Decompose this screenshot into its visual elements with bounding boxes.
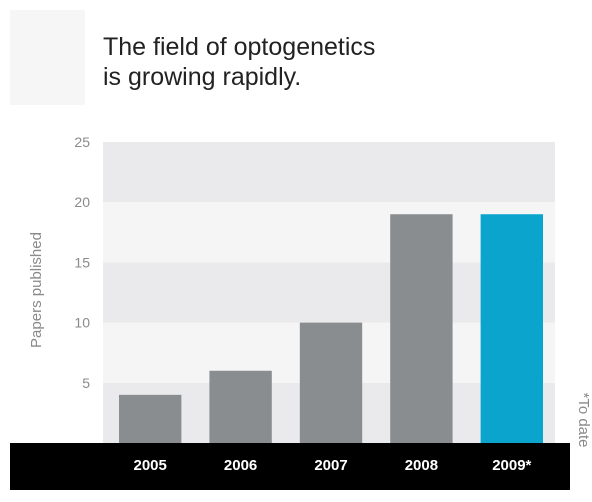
y-tick-label: 25	[74, 134, 90, 150]
grid-band	[103, 202, 555, 263]
x-category-label: 2008	[405, 457, 438, 474]
x-category-label: 2005	[134, 457, 167, 474]
y-tick-label: 15	[74, 254, 90, 270]
bar-2005	[119, 394, 182, 443]
chart-title-line-2: is growing rapidly.	[103, 63, 301, 91]
bar-2007	[299, 322, 363, 443]
y-axis-ticks: 5 10 15 20 25	[74, 134, 90, 391]
x-category-label: 2007	[314, 457, 347, 474]
y-axis-label: Papers published	[28, 232, 45, 348]
title-background	[10, 10, 85, 105]
x-category-label: 2006	[224, 457, 257, 474]
chart-title-line-1: The field of optogenetics	[103, 33, 375, 61]
bar-2006	[209, 370, 272, 443]
footnote: *To date	[575, 392, 592, 447]
category-axis-strip	[10, 443, 570, 490]
bar-2009	[480, 214, 543, 443]
x-axis-categories: 2005 2006 2007 2008 2009*	[134, 457, 532, 474]
bars	[119, 214, 543, 443]
y-tick-label: 5	[82, 375, 90, 391]
bar-2008	[390, 214, 453, 443]
grid-band	[103, 262, 555, 323]
x-category-label: 2009*	[492, 457, 531, 474]
grid-band	[103, 142, 555, 203]
y-tick-label: 10	[74, 315, 90, 331]
y-tick-label: 20	[74, 194, 90, 210]
